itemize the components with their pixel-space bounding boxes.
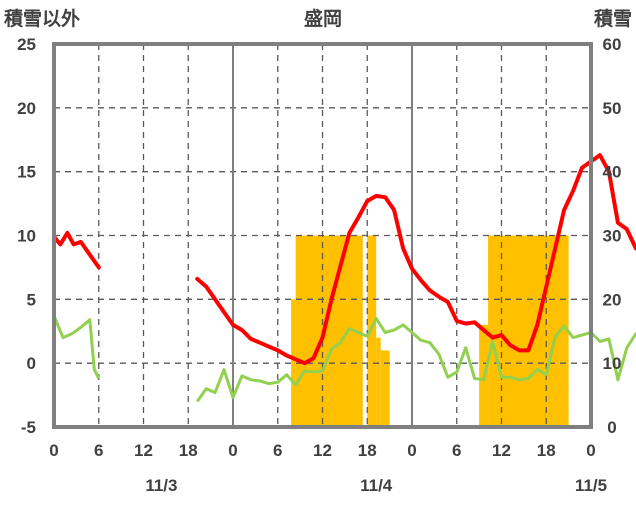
- green-series-line: [52, 315, 101, 380]
- x-tick-label: 18: [179, 441, 198, 460]
- x-tick-label: 18: [358, 441, 377, 460]
- date-labels: 11/3 11/4 11/5: [145, 476, 607, 495]
- plot-frame: [52, 42, 593, 429]
- x-tick-label: 0: [49, 441, 58, 460]
- right-y-tick-label: 60: [603, 35, 622, 54]
- right-y-tick-label: 0: [607, 418, 616, 437]
- right-y-ticks: 60 50 40 30 20 10 0: [603, 35, 622, 437]
- x-tick-label: 6: [94, 441, 103, 460]
- snow-depth-bar: [291, 299, 296, 427]
- red-series-line: [52, 230, 101, 270]
- date-label: 11/5: [575, 476, 607, 495]
- snow-depth-bar: [376, 337, 381, 427]
- grid: [54, 44, 591, 427]
- left-y-tick-label: 15: [17, 163, 36, 182]
- date-label: 11/4: [360, 476, 393, 495]
- right-y-tick-label: 20: [603, 290, 622, 309]
- left-y-tick-label: 25: [17, 35, 36, 54]
- snow-depth-bar: [488, 235, 569, 427]
- green-series-line: [195, 317, 636, 403]
- left-axis-label: 積雪以外: [4, 7, 80, 30]
- x-tick-label: 0: [228, 441, 237, 460]
- left-y-tick-label: -5: [21, 418, 36, 437]
- right-y-tick-label: 50: [603, 99, 622, 118]
- right-y-tick-label: 10: [603, 354, 622, 373]
- snow-depth-bars: [291, 235, 569, 427]
- snow-depth-bar: [367, 235, 377, 427]
- x-tick-label: 12: [492, 441, 511, 460]
- x-ticks: 0 6 12 18 0 6 12 18 0 6 12 18 0: [49, 441, 595, 460]
- x-tick-label: 0: [407, 441, 416, 460]
- right-y-tick-label: 30: [603, 227, 622, 246]
- x-tick-label: 6: [273, 441, 282, 460]
- left-y-tick-label: 20: [17, 99, 36, 118]
- snow-depth-bar: [380, 350, 390, 427]
- x-tick-label: 12: [313, 441, 332, 460]
- right-axis-label: 積雪: [594, 7, 632, 30]
- right-y-tick-label: 40: [603, 163, 622, 182]
- left-y-tick-label: 10: [17, 227, 36, 246]
- x-tick-label: 12: [134, 441, 153, 460]
- date-label: 11/3: [145, 476, 177, 495]
- x-tick-label: 0: [586, 441, 595, 460]
- left-y-tick-label: 5: [27, 290, 36, 309]
- x-tick-label: 6: [452, 441, 461, 460]
- left-y-tick-label: 0: [27, 354, 36, 373]
- chart-title: 盛岡: [304, 7, 342, 30]
- left-y-ticks: 25 20 15 10 5 0 -5: [17, 35, 36, 437]
- x-tick-label: 18: [537, 441, 556, 460]
